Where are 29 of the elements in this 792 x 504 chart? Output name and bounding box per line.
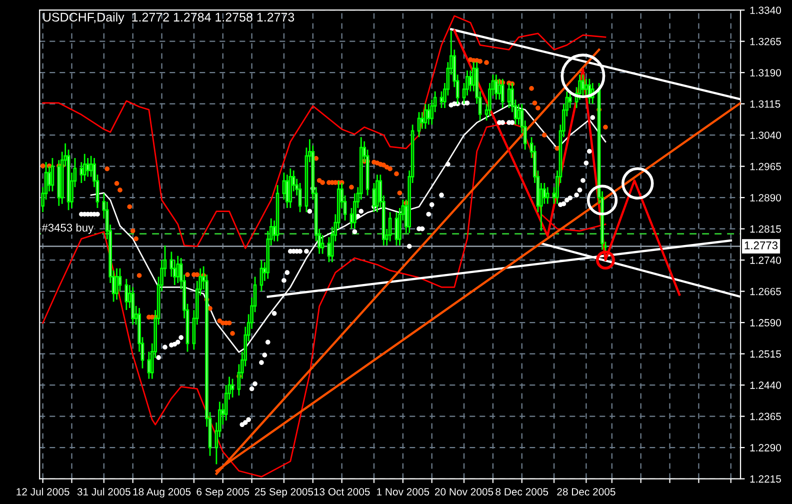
y-tick-label: 1.3190 (750, 69, 781, 76)
y-tick-label: 1.2815 (750, 225, 781, 233)
x-tick-label: 28 Dec 2005 (557, 488, 616, 496)
x-tick-label: 12 Jul 2005 (16, 488, 70, 496)
y-tick-label: 1.3340 (750, 6, 781, 14)
x-tick-label: 31 Jul 2005 (77, 488, 130, 496)
x-tick-label: 8 Dec 2005 (496, 488, 548, 496)
x-tick-label: 20 Nov 2005 (435, 488, 494, 496)
y-tick-label: 1.3040 (750, 132, 781, 139)
y-tick-label: 1.2515 (750, 350, 781, 358)
x-tick-label: 1 Nov 2005 (377, 488, 430, 496)
y-tick-label: 1.2290 (750, 444, 781, 452)
y-tick-label: 1.2215 (750, 475, 781, 483)
y-tick-label: 1.2890 (750, 194, 781, 202)
y-tick-label: 1.3115 (750, 100, 780, 108)
x-tick-label: 13 Oct 2005 (314, 488, 370, 496)
y-tick-label: 1.2365 (750, 412, 781, 420)
chart-title: USDCHF,Daily 1.2772 1.2784 1.2758 1.2773 (43, 12, 294, 24)
y-tick-label: 1.2740 (750, 256, 781, 264)
ref-line-label: #3453 buy (42, 223, 94, 234)
y-tick-label: 1.2590 (750, 319, 781, 326)
y-tick-label: 1.3265 (750, 38, 781, 46)
y-tick-label: 1.2440 (750, 382, 781, 389)
y-tick-label: 1.2665 (750, 288, 781, 296)
ref-line-label: 1.2773 (744, 241, 778, 250)
y-tick-label: 1.2965 (750, 162, 781, 170)
x-tick-label: 6 Sep 2005 (196, 488, 250, 498)
x-tick-label: 25 Sep 2005 (254, 488, 314, 498)
x-tick-label: 18 Aug 2005 (133, 488, 191, 498)
